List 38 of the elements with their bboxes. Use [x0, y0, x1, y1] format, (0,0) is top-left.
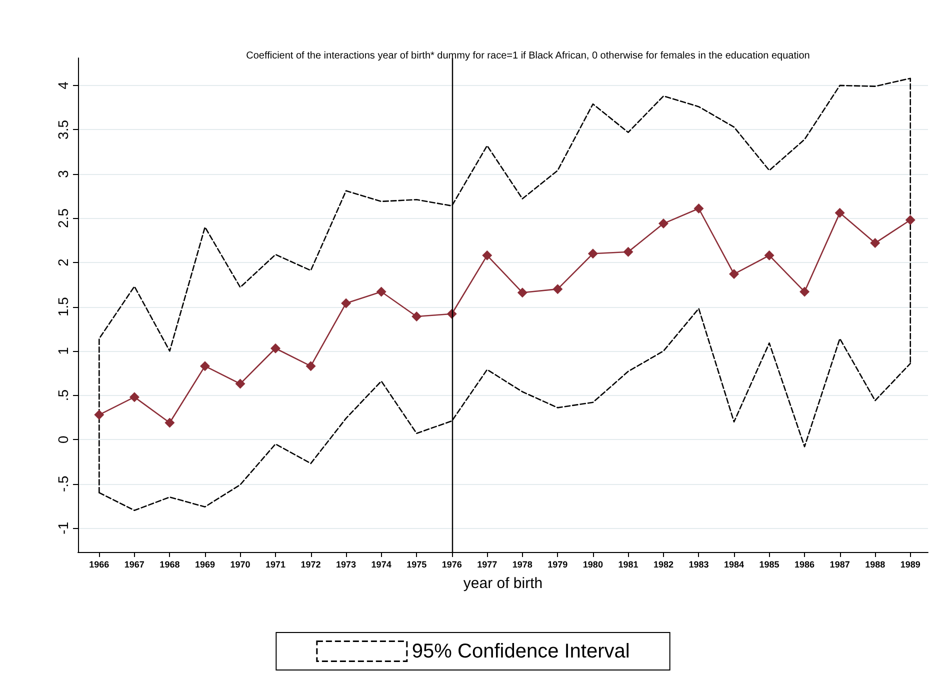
x-tick-label: 1971 [265, 560, 286, 570]
x-tick-label: 1981 [618, 560, 638, 570]
x-tick-label: 1972 [300, 560, 321, 570]
x-tick-label: 1969 [194, 560, 215, 570]
y-tick-label: 1.5 [55, 296, 71, 317]
y-tick-label: 2.5 [55, 208, 71, 228]
x-tick-label: 1967 [124, 560, 144, 570]
y-tick-label: 3.5 [55, 120, 71, 140]
legend-label: 95% Confidence Interval [412, 640, 630, 662]
x-tick-label: 1984 [724, 560, 744, 570]
x-tick-label: 1975 [406, 560, 427, 570]
x-tick-label: 1976 [442, 560, 462, 570]
x-tick-label: 1977 [477, 560, 498, 570]
x-axis-title: year of birth [463, 575, 543, 592]
x-tick-label: 1986 [794, 560, 815, 570]
x-tick-label: 1980 [582, 560, 603, 570]
x-tick-label: 1983 [688, 560, 709, 570]
x-tick-label: 1979 [548, 560, 568, 570]
x-tick-label: 1982 [653, 560, 674, 570]
y-tick-label: 4 [55, 81, 71, 90]
x-tick-label: 1985 [759, 560, 780, 570]
y-tick-label: 0 [55, 435, 71, 444]
x-tick-label: 1973 [336, 560, 356, 570]
x-tick-label: 1978 [512, 560, 532, 570]
y-tick-label: .5 [55, 389, 71, 402]
chart-title: Coefficient of the interactions year of birth* dummy for race=1 if Black African, 0 otherwise for females in the education equation [246, 50, 810, 62]
y-tick-label: 3 [55, 170, 71, 178]
x-tick-label: 1987 [830, 560, 850, 570]
x-tick-label: 1988 [865, 560, 886, 570]
y-tick-label: 1 [55, 346, 71, 355]
x-tick-label: 1970 [230, 560, 250, 570]
y-tick-label: 2 [55, 258, 71, 266]
x-tick-label: 1989 [900, 560, 920, 570]
y-tick-label: -.5 [55, 475, 71, 492]
x-tick-label: 1966 [89, 560, 110, 570]
x-tick-label: 1968 [160, 560, 180, 570]
x-tick-label: 1974 [371, 560, 392, 570]
y-tick-label: -1 [55, 522, 71, 534]
